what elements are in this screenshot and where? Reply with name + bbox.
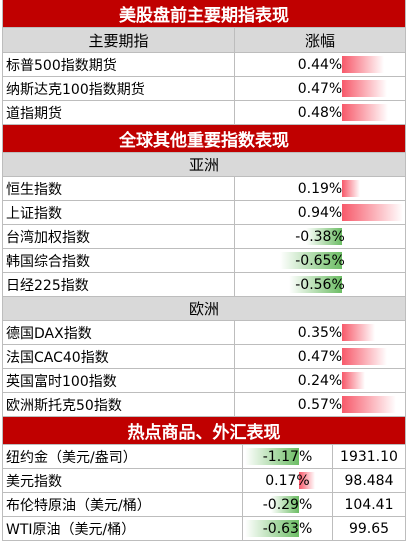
row-change-cell: 0.35% xyxy=(235,321,405,344)
change-bar xyxy=(342,324,376,341)
row-name: 法国CAC40指数 xyxy=(3,345,235,368)
row-name: 美元指数 xyxy=(3,469,243,492)
change-bar xyxy=(299,472,316,489)
row-name: 德国DAX指数 xyxy=(3,321,235,344)
table-row: 日经225指数 -0.56% xyxy=(3,273,405,297)
table-row: 美元指数 0.17% 98.484 xyxy=(3,469,405,493)
row-change: -1.17% xyxy=(262,448,313,465)
row-change: -0.38% xyxy=(295,228,345,245)
row-change: -0.29% xyxy=(262,496,313,513)
row-name: 日经225指数 xyxy=(3,273,235,296)
row-change-cell: 0.17% xyxy=(243,469,333,492)
table-row: 标普500指数期货 0.44% xyxy=(3,53,405,77)
row-change-cell: 0.94% xyxy=(235,201,405,224)
row-change: 0.48% xyxy=(297,104,343,121)
header-name: 主要期指 xyxy=(3,28,235,52)
change-bar xyxy=(342,80,387,97)
change-bar xyxy=(342,372,365,389)
row-change: 0.24% xyxy=(297,372,343,389)
row-change-cell: -0.38% xyxy=(235,225,405,248)
row-change: 0.57% xyxy=(297,396,343,413)
change-bar xyxy=(305,228,342,245)
change-bar xyxy=(342,104,388,121)
row-change: 0.19% xyxy=(297,180,343,197)
row-change-cell: 0.47% xyxy=(235,345,405,368)
row-change-cell: -0.56% xyxy=(235,273,405,296)
europe-rows: 德国DAX指数 0.35% 法国CAC40指数 0.47% 英国富时100指数 0.24%… xyxy=(3,321,405,417)
change-bar xyxy=(342,56,384,73)
change-bar xyxy=(280,252,342,269)
row-change: -0.63% xyxy=(262,520,313,537)
row-price: 99.65 xyxy=(348,520,390,537)
table-row: 英国富时100指数 0.24% xyxy=(3,369,405,393)
table-row: 纽约金（美元/盎司） -1.17% 1931.10 xyxy=(3,445,405,469)
change-bar xyxy=(271,496,299,513)
section1-title: 美股盘前主要期指表现 xyxy=(3,0,405,28)
row-change-cell: 0.44% xyxy=(235,53,405,76)
row-price: 1931.10 xyxy=(340,448,398,465)
section2-title: 全球其他重要指数表现 xyxy=(3,125,405,153)
table-row: 布伦特原油（美元/桶） -0.29% 104.41 xyxy=(3,493,405,517)
change-bar xyxy=(288,276,342,293)
change-bar xyxy=(342,396,397,413)
row-change-cell: 0.19% xyxy=(235,177,405,200)
row-name: WTI原油（美元/桶） xyxy=(3,517,243,540)
row-name: 布伦特原油（美元/桶） xyxy=(3,493,243,516)
section1-header: 主要期指 涨幅 xyxy=(3,28,405,53)
table-row: 欧洲斯托克50指数 0.57% xyxy=(3,393,405,417)
row-name: 纳斯达克100指数期货 xyxy=(3,77,235,100)
table-row: 道指期货 0.48% xyxy=(3,101,405,125)
row-change-cell: 0.47% xyxy=(235,77,405,100)
row-change-cell: -0.65% xyxy=(235,249,405,272)
row-change: 0.94% xyxy=(297,204,343,221)
row-change: -0.56% xyxy=(295,276,345,293)
row-change-cell: -0.29% xyxy=(243,493,333,516)
row-price: 98.484 xyxy=(344,472,394,489)
row-name: 上证指数 xyxy=(3,201,235,224)
row-name: 台湾加权指数 xyxy=(3,225,235,248)
row-change: 0.44% xyxy=(297,56,343,73)
table-row: 上证指数 0.94% xyxy=(3,201,405,225)
section1-rows: 标普500指数期货 0.44% 纳斯达克100指数期货 0.47% 道指期货 0.48% xyxy=(3,53,405,125)
change-bar xyxy=(245,448,299,465)
change-bar xyxy=(245,520,299,537)
table-row: 纳斯达克100指数期货 0.47% xyxy=(3,77,405,101)
row-change: 0.35% xyxy=(297,324,343,341)
table-row: WTI原油（美元/桶） -0.63% 99.65 xyxy=(3,517,405,541)
header-change: 涨幅 xyxy=(304,31,335,50)
row-change-cell: -0.63% xyxy=(243,517,333,540)
table-row: 恒生指数 0.19% xyxy=(3,177,405,201)
row-name: 韩国综合指数 xyxy=(3,249,235,272)
row-name: 纽约金（美元/盎司） xyxy=(3,445,243,468)
row-name: 欧洲斯托克50指数 xyxy=(3,393,235,416)
europe-label: 欧洲 xyxy=(3,297,405,321)
section3-title: 热点商品、外汇表现 xyxy=(3,417,405,445)
row-change-cell: -1.17% xyxy=(243,445,333,468)
row-change-cell: 0.48% xyxy=(235,101,405,124)
row-price: 104.41 xyxy=(344,496,394,513)
row-name: 英国富时100指数 xyxy=(3,369,235,392)
table-row: 台湾加权指数 -0.38% xyxy=(3,225,405,249)
asia-rows: 恒生指数 0.19% 上证指数 0.94% 台湾加权指数 -0.38% 韩国综合指数 -0.6… xyxy=(3,177,405,297)
row-change-cell: 0.24% xyxy=(235,369,405,392)
change-bar xyxy=(342,180,361,197)
row-name: 道指期货 xyxy=(3,101,235,124)
row-change: 0.17% xyxy=(265,472,310,489)
change-bar xyxy=(342,204,403,221)
table-row: 德国DAX指数 0.35% xyxy=(3,321,405,345)
table-row: 法国CAC40指数 0.47% xyxy=(3,345,405,369)
section3-rows: 纽约金（美元/盎司） -1.17% 1931.10 美元指数 0.17% 98.484 布伦… xyxy=(3,445,405,541)
table-row: 韩国综合指数 -0.65% xyxy=(3,249,405,273)
change-bar xyxy=(342,348,387,365)
row-change: 0.47% xyxy=(297,80,343,97)
row-change-cell: 0.57% xyxy=(235,393,405,416)
row-name: 标普500指数期货 xyxy=(3,53,235,76)
row-name: 恒生指数 xyxy=(3,177,235,200)
row-change: -0.65% xyxy=(295,252,345,269)
row-change: 0.47% xyxy=(297,348,343,365)
asia-label: 亚洲 xyxy=(3,153,405,177)
